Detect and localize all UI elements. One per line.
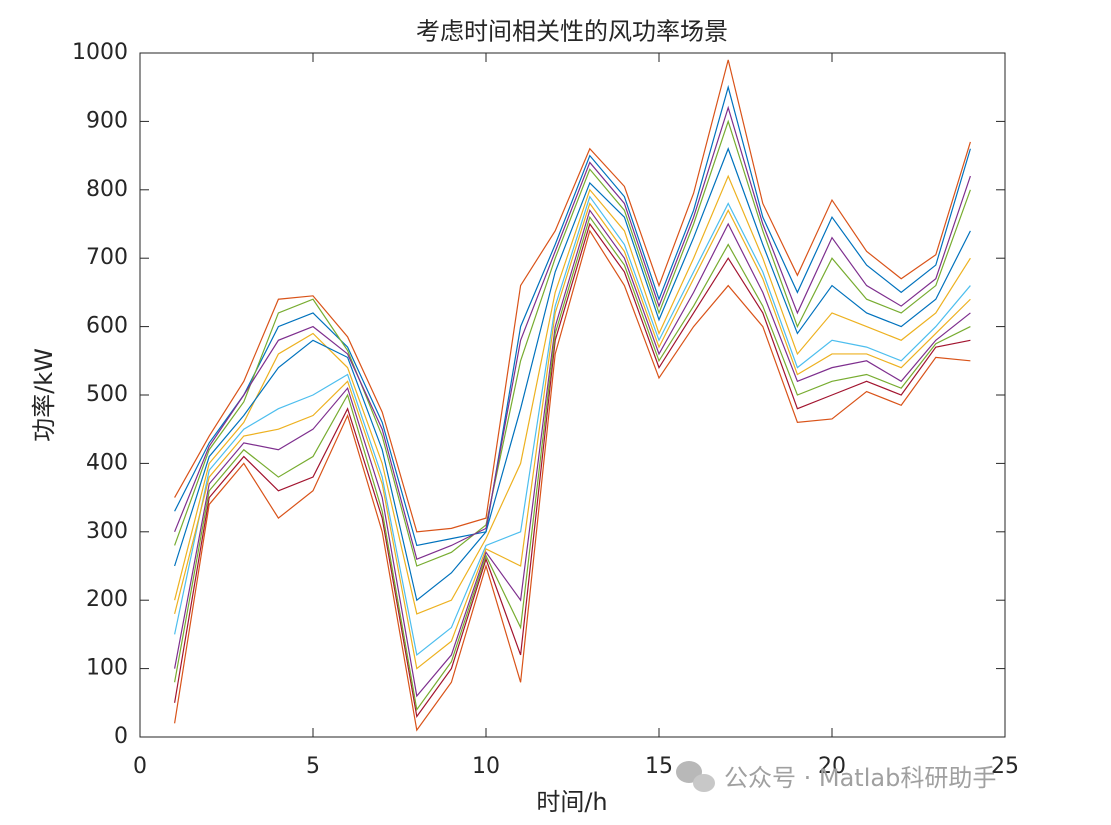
series-line [174,222,971,718]
y-tick-label: 100 [86,656,128,681]
x-tick-label: 20 [818,754,846,779]
x-tick-label: 0 [133,754,147,779]
chart-title: 考虑时间相关性的风功率场景 [416,18,728,46]
watermark: 公众号 · Matlab科研助手 [724,764,996,792]
y-tick-label: 400 [86,450,128,475]
series-line [174,174,971,615]
watermark-icon [676,761,715,792]
y-tick-label: 600 [86,314,128,339]
x-tick-label: 10 [472,754,500,779]
series-line [174,208,971,698]
y-axis-label: 功率/kW [30,348,58,442]
y-tick-label: 500 [86,382,128,407]
y-tick-label: 900 [86,108,128,133]
series-line [174,202,971,670]
series-line [174,195,971,657]
series-line [174,59,971,533]
series-line [174,105,971,560]
x-tick-label: 5 [306,754,320,779]
y-tick-label: 0 [114,724,128,749]
x-tick-label: 15 [645,754,673,779]
series-line [174,229,971,732]
x-axis-label: 时间/h [536,788,607,816]
series-line [174,119,971,567]
y-tick-label: 800 [86,177,128,202]
y-tick-label: 200 [86,587,128,612]
series-line [174,84,971,547]
y-tick-label: 700 [86,245,128,270]
series-line [174,215,971,712]
x-tick-label: 25 [991,754,1019,779]
series-line [174,147,971,602]
y-tick-label: 1000 [72,40,128,65]
y-tick-label: 300 [86,519,128,544]
